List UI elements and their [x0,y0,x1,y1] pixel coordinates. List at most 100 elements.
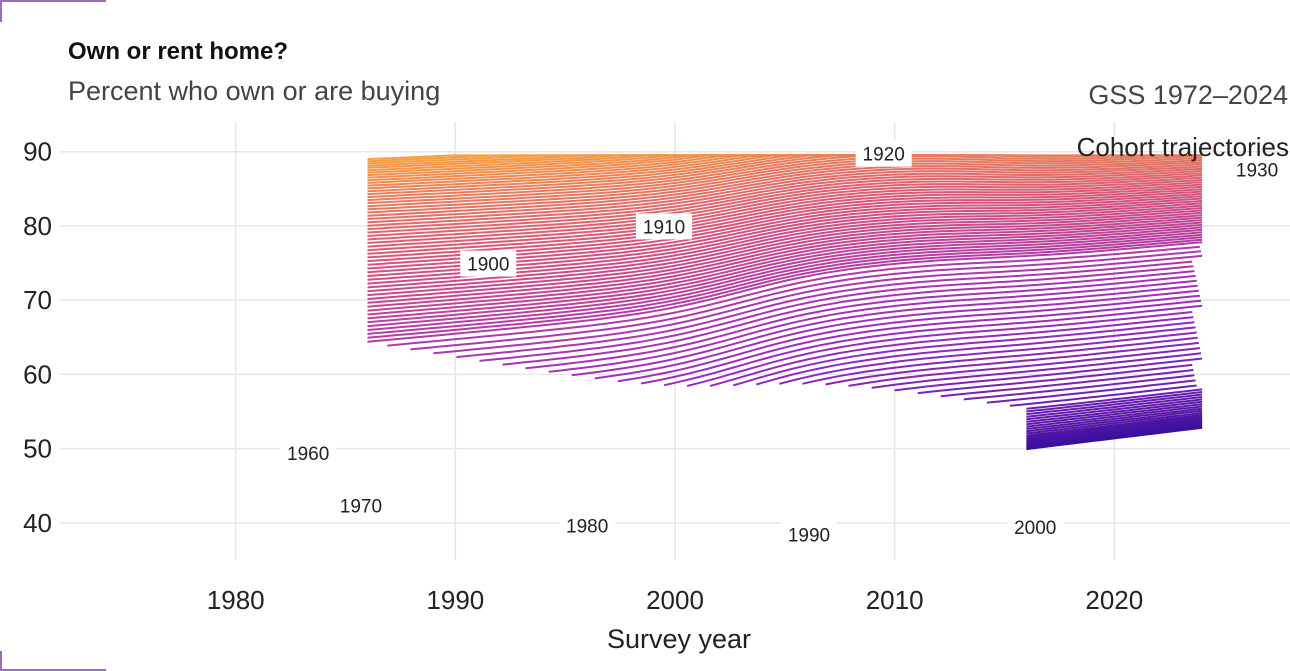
cohort-line [367,233,1203,331]
cohort-line [367,209,1203,293]
cohort-line [387,245,1200,347]
cohort-line [963,374,1195,401]
cohort-line [367,169,1203,231]
cohort-label-2000: 2000 [1007,514,1064,541]
cohort-line [367,228,1203,324]
y-tick-label: 60 [23,359,52,389]
cohort-line [367,174,1203,237]
cohort-label-text: 2000 [1014,518,1056,539]
cohort-label-text: 1900 [467,255,509,276]
x-tick-label: 1990 [426,585,484,615]
cohort-line [1009,384,1197,407]
cohort-label-box [1229,156,1286,183]
cohort-line [367,223,1203,316]
cohort-line [367,188,1203,259]
cohort-line [367,154,1203,202]
cohort-line [1026,422,1203,447]
cohort-line [825,341,1199,386]
cohort-line [367,231,1203,328]
cohort-label-text: 1990 [788,526,830,547]
cohort-line [1026,388,1203,410]
cohort-line [802,336,1198,385]
cohort-label-1970: 1970 [332,492,389,519]
cohort-line [756,326,1196,386]
cohort-lines [367,154,1203,451]
corner-top-left [0,0,106,22]
cohort-line [367,161,1203,217]
cohort-line [367,179,1203,244]
cohort-line [779,331,1197,385]
cohort-label-1910: 1910 [636,213,693,240]
cohort-line [367,156,1203,211]
cohort-line [367,159,1203,214]
cohort-line [1026,419,1203,443]
cohort-line [1026,400,1203,423]
y-tick-label: 90 [23,137,52,167]
cohort-line [367,176,1203,241]
cohort-line [1026,403,1203,426]
cohort-line [686,311,1193,387]
cohort-label-box [280,439,337,466]
x-tick-label: 1980 [207,585,265,615]
cohort-label-box [332,492,389,519]
cohort-line [367,214,1203,300]
cohort-line [709,316,1194,387]
cohort-line [367,181,1203,248]
cohort-line [1026,413,1203,437]
cohort-line [1026,393,1203,416]
cohort-label-text: 1970 [340,497,382,518]
cohort-line [1026,415,1203,439]
y-tick-label: 50 [23,434,52,464]
cohort-label-1900: 1900 [460,250,517,277]
cohort-line [367,241,1203,343]
cohort-line [732,321,1195,387]
legend-title: Cohort trajectories [1077,132,1289,162]
cohort-line [367,221,1203,312]
cohort-line [663,304,1203,387]
cohort-line [1026,405,1203,428]
cohort-line [367,165,1203,224]
cohort-line [367,172,1203,234]
cohort-line [367,238,1203,339]
axes: 40 50 60 70 80 90 1980 1990 2000 2010 2020 [23,137,1143,615]
cohort-label-1990: 1990 [780,521,837,548]
cohort-line [367,183,1203,252]
x-axis-title: Survey year [607,624,751,654]
cohort-line [848,347,1201,387]
cohort-label-1920: 1920 [855,140,912,167]
cohort-line [367,163,1203,220]
cohort-labels: 1900 1910 1920 1930 1960 1970 1980 1990 2000 [280,140,1286,548]
cohort-line [1026,421,1203,445]
x-tick-label: 2020 [1085,585,1143,615]
cohort-label-box [559,512,616,539]
cohort-line [367,154,1203,205]
cohort-line [367,219,1203,308]
cohort-line [479,265,1194,362]
cohort-line [640,299,1202,385]
cohort-line [871,352,1202,389]
cohort-line [410,250,1202,351]
cohort-line [1026,398,1203,421]
cohort-label-1980: 1980 [559,512,616,539]
cohort-line [367,211,1203,297]
cohort-line [1026,409,1203,433]
cohort-label-1960: 1960 [280,439,337,466]
cohort-line [548,279,1197,373]
cohort-label-box [460,250,517,277]
cohort-line [367,226,1203,320]
cohort-line [525,274,1196,370]
y-tick-label: 80 [23,211,52,241]
cohort-line [367,185,1203,255]
cohort-label-text: 1980 [566,517,608,538]
cohort-label-box [855,140,912,167]
cohort-label-box [780,521,837,548]
cohort-line [1026,396,1203,418]
cohort-line [940,369,1194,398]
cohort-line [456,260,1193,359]
cohort-label-text: 1960 [287,444,329,465]
cohort-line [1026,417,1203,441]
cohort-line [367,236,1203,335]
cohort-line [1026,407,1203,430]
